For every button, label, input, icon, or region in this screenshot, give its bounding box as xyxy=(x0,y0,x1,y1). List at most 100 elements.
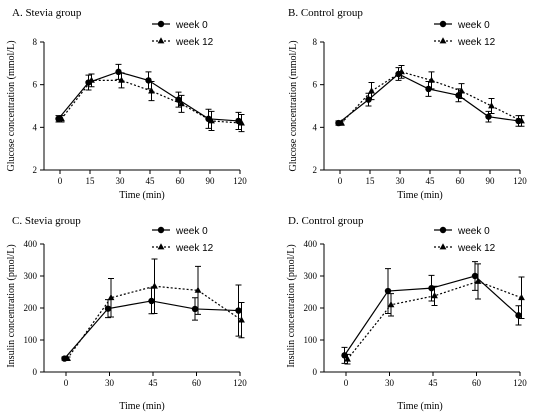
data-point xyxy=(344,355,351,362)
y-tick-label: 6 xyxy=(313,80,318,90)
data-point xyxy=(64,354,71,361)
data-point xyxy=(148,297,155,305)
legend-marker xyxy=(157,243,165,250)
data-point xyxy=(428,76,435,83)
data-point xyxy=(175,96,182,103)
panel-a-xlabel: Time (min) xyxy=(119,190,164,201)
x-tick-label: 30 xyxy=(116,176,126,186)
legend-label: week 12 xyxy=(457,243,496,254)
y-tick-label: 200 xyxy=(24,303,38,313)
x-tick-label: 90 xyxy=(486,176,496,186)
panel-c-xlabel: Time (min) xyxy=(119,401,164,412)
x-tick-label: 0 xyxy=(64,378,69,388)
data-point xyxy=(58,115,65,122)
legend-marker xyxy=(157,20,165,28)
data-point xyxy=(518,117,525,124)
data-point xyxy=(151,282,158,289)
x-tick-label: 30 xyxy=(396,176,406,186)
panel-d-title: D. Control group xyxy=(288,215,364,227)
y-tick-label: 4 xyxy=(33,122,38,132)
y-tick-label: 300 xyxy=(304,271,318,281)
data-point xyxy=(208,117,215,124)
y-tick-label: 400 xyxy=(24,239,38,249)
data-point xyxy=(104,305,112,312)
data-point xyxy=(107,293,115,301)
y-tick-label: 400 xyxy=(304,239,318,249)
panel-d: D. Control group Insulin concentration (… xyxy=(286,215,527,412)
panel-b-title: B. Control group xyxy=(288,7,363,19)
series-line-week12 xyxy=(67,285,242,359)
x-tick-label: 90 xyxy=(206,176,216,186)
data-point xyxy=(518,293,525,301)
data-point xyxy=(238,119,245,126)
y-tick-label: 0 xyxy=(33,367,38,377)
legend-label: week 0 xyxy=(457,226,490,237)
legend-label: week 0 xyxy=(175,226,208,237)
y-tick-label: 100 xyxy=(304,335,318,345)
data-point xyxy=(194,286,202,293)
x-tick-label: 15 xyxy=(86,176,96,186)
legend-label: week 0 xyxy=(457,20,490,31)
panel-b: B. Control group Glucose concentration (… xyxy=(288,7,527,201)
data-point xyxy=(474,277,482,284)
data-point xyxy=(338,119,345,126)
panel-a: A. Stevia group Glucose concentration (m… xyxy=(6,7,247,201)
x-tick-label: 0 xyxy=(344,378,349,388)
panel-b-xlabel: Time (min) xyxy=(397,190,442,201)
x-tick-label: 120 xyxy=(513,176,527,186)
x-tick-label: 60 xyxy=(456,176,466,186)
data-point xyxy=(485,113,492,120)
x-tick-label: 120 xyxy=(513,378,527,388)
x-tick-label: 0 xyxy=(58,176,63,186)
panel-c-title: C. Stevia group xyxy=(12,215,81,227)
y-tick-label: 200 xyxy=(304,303,318,313)
legend-marker xyxy=(157,226,165,234)
x-tick-label: 30 xyxy=(105,378,115,388)
y-tick-label: 100 xyxy=(24,335,38,345)
legend-marker xyxy=(439,20,447,28)
panel-c-ylabel: Insulin concentration (pmol/L) xyxy=(6,244,17,367)
panel-a-ylabel: Glucose concentration (mmol/L) xyxy=(6,40,17,171)
x-tick-label: 120 xyxy=(233,378,247,388)
data-point xyxy=(341,352,348,359)
data-point xyxy=(515,312,522,319)
y-tick-label: 300 xyxy=(24,271,38,281)
x-tick-label: 45 xyxy=(149,378,159,388)
y-tick-label: 0 xyxy=(313,367,318,377)
data-point xyxy=(115,68,122,76)
legend-marker xyxy=(439,37,447,44)
x-tick-label: 45 xyxy=(426,176,436,186)
y-tick-label: 4 xyxy=(313,122,318,132)
legend-label: week 12 xyxy=(175,243,214,254)
y-tick-label: 2 xyxy=(33,165,38,175)
y-tick-label: 2 xyxy=(313,165,318,175)
x-tick-label: 60 xyxy=(472,378,482,388)
x-tick-label: 45 xyxy=(146,176,156,186)
data-point xyxy=(235,307,242,314)
data-point xyxy=(368,87,375,94)
data-point xyxy=(398,68,405,75)
data-point xyxy=(458,87,465,94)
y-tick-label: 8 xyxy=(33,37,38,47)
y-tick-label: 6 xyxy=(33,80,38,90)
x-tick-label: 120 xyxy=(233,176,247,186)
x-tick-label: 45 xyxy=(429,378,439,388)
data-point xyxy=(238,316,245,323)
data-point xyxy=(455,92,462,99)
x-tick-label: 30 xyxy=(385,378,395,388)
panel-d-xlabel: Time (min) xyxy=(397,401,442,412)
panel-b-ylabel: Glucose concentration (mmol/L) xyxy=(288,40,299,171)
data-point xyxy=(387,301,395,308)
data-point xyxy=(118,76,125,83)
legend-marker xyxy=(439,226,447,234)
data-point xyxy=(145,77,152,84)
data-point xyxy=(488,102,495,109)
x-tick-label: 15 xyxy=(366,176,376,186)
data-point xyxy=(431,292,438,299)
x-tick-label: 60 xyxy=(176,176,186,186)
x-tick-label: 60 xyxy=(192,378,202,388)
data-point xyxy=(191,305,199,313)
legend-marker xyxy=(439,243,447,250)
panel-c: C. Stevia group Insulin concentration (p… xyxy=(6,215,247,412)
